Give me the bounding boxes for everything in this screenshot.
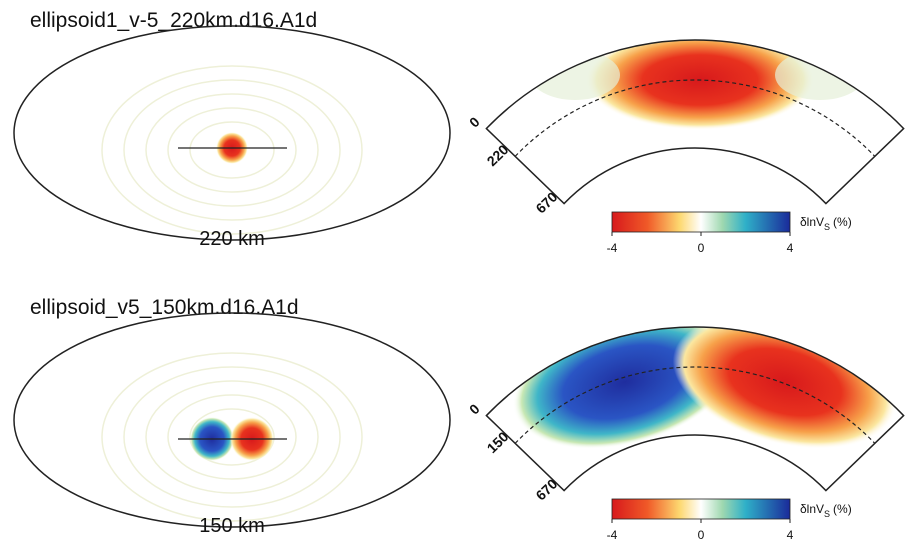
depth-tick-label: 670 xyxy=(532,189,560,217)
colorbar xyxy=(611,498,791,520)
map-outline xyxy=(13,312,451,528)
ring xyxy=(101,65,363,235)
label-unit: (%) xyxy=(833,215,852,229)
map-depth-label: 150 km xyxy=(199,515,265,537)
ring xyxy=(101,352,363,522)
colorbar-tick-label: 4 xyxy=(787,528,794,542)
label-sub: S xyxy=(824,509,830,519)
ring xyxy=(123,79,341,221)
depth-tick-label: 670 xyxy=(532,476,560,504)
map-depth-label: 220 km xyxy=(199,228,265,250)
section-outline xyxy=(485,39,905,205)
side-lobe xyxy=(530,50,620,100)
panel-title: ellipsoid_v5_150km.d16.A1d xyxy=(30,296,299,319)
depth-tick-label: 0 xyxy=(466,113,483,130)
colorbar-tick-label: 4 xyxy=(787,241,794,255)
depth-tick-label: 150 xyxy=(484,428,512,456)
section-outline xyxy=(485,326,905,492)
colorbar-label: δlnVS (%) xyxy=(800,215,852,232)
ring xyxy=(189,121,275,179)
label-unit: (%) xyxy=(833,502,852,516)
ring xyxy=(167,107,297,193)
colorbar-tick-label: 0 xyxy=(698,528,705,542)
label-main: δlnV xyxy=(800,215,824,229)
ring xyxy=(167,394,297,480)
depth-tick-label: 0 xyxy=(466,400,483,417)
ring xyxy=(123,366,341,508)
ring xyxy=(189,408,275,466)
depth-tick-label: 220 xyxy=(484,141,512,169)
ring xyxy=(145,93,319,207)
colorbar-tick-label: -4 xyxy=(607,241,618,255)
map-outline xyxy=(13,25,451,241)
side-lobe xyxy=(775,50,865,100)
colorbar xyxy=(611,211,791,233)
colorbar-label: δlnVS (%) xyxy=(800,502,852,519)
colorbar-tick-label: 0 xyxy=(698,241,705,255)
depth-line xyxy=(514,366,876,444)
depth-line xyxy=(514,79,876,157)
section-fill xyxy=(512,326,898,449)
ring xyxy=(145,380,319,494)
label-sub: S xyxy=(824,222,830,232)
colorbar-tick-label: -4 xyxy=(607,528,618,542)
label-main: δlnV xyxy=(800,502,824,516)
